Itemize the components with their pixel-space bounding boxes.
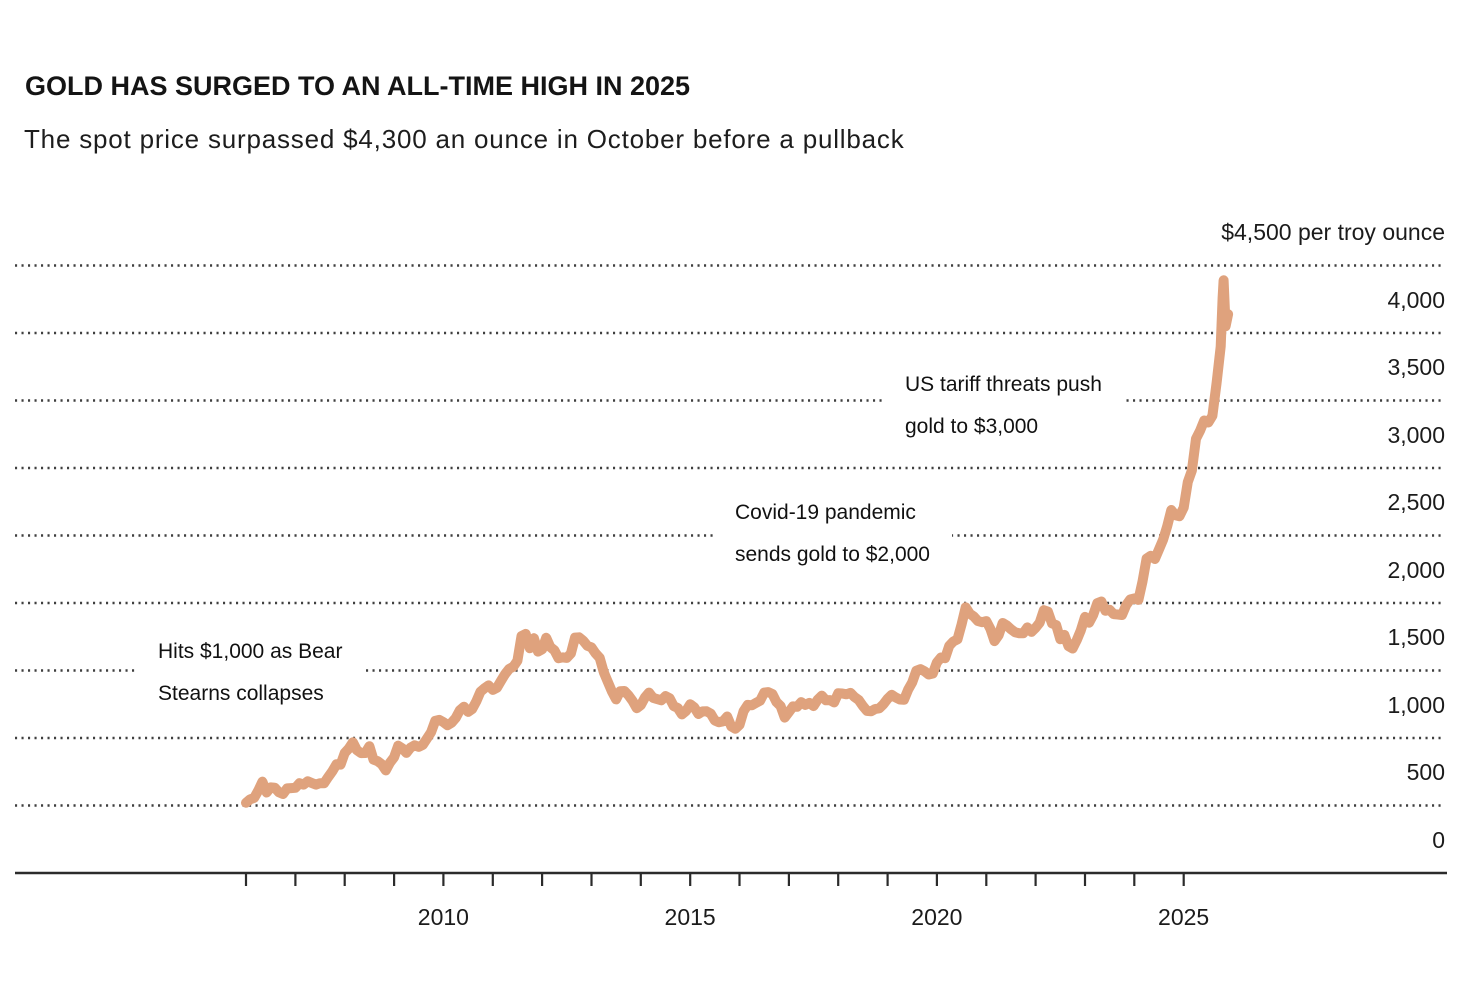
annotation-line: Covid-19 pandemic (735, 501, 916, 524)
annotation-line: Hits $1,000 as Bear (158, 640, 343, 663)
y-axis-label-3500: 3,500 (1387, 354, 1445, 380)
y-axis-label-2500: 2,500 (1387, 489, 1445, 515)
annotation-line: US tariff threats push (905, 373, 1102, 396)
y-axis-unit-label: $4,500 per troy ounce (1221, 219, 1445, 245)
y-axis-label-500: 500 (1406, 759, 1445, 785)
annotation-line: gold to $3,000 (905, 415, 1039, 438)
y-axis-label-3000: 3,000 (1387, 421, 1445, 448)
y-axis-label-1500: 1,500 (1387, 624, 1445, 650)
annotation-covid: Covid-19 pandemic sends gold to $2,000 (713, 490, 952, 578)
y-axis-label-1000: 1,000 (1387, 691, 1445, 718)
x-axis-label-2015: 2015 (664, 904, 716, 930)
y-axis-label-2000: 2,000 (1387, 556, 1445, 583)
y-axis-label-4000: 4,000 (1387, 286, 1445, 313)
x-axis-label-2010: 2010 (417, 904, 469, 930)
annotation-bear-stearns: Hits $1,000 as Bear Stearns collapses (136, 629, 365, 717)
annotation-line: sends gold to $2,000 (735, 543, 930, 566)
gold-price-line (241, 275, 1234, 808)
annotation-line: Stearns collapses (158, 682, 324, 705)
chart-title: GOLD HAS SURGED TO AN ALL-TIME HIGH IN 2… (25, 71, 691, 101)
y-axis-label-0: 0 (1432, 826, 1445, 853)
chart-subtitle: The spot price surpassed $4,300 an ounce… (24, 124, 905, 154)
x-axis-label-2025: 2025 (1158, 904, 1210, 930)
x-axis-label-2020: 2020 (911, 904, 963, 930)
annotation-tariff: US tariff threats push gold to $3,000 (883, 362, 1124, 450)
